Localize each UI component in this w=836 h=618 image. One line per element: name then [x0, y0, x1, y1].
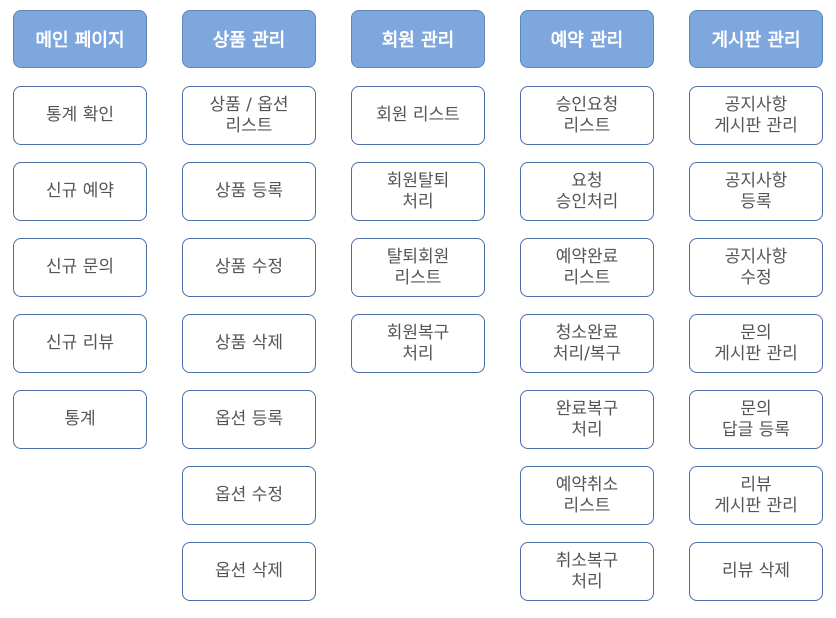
menu-item-new-review[interactable]: 신규 리뷰	[13, 314, 147, 373]
menu-item-option-edit[interactable]: 옵션 수정	[182, 466, 316, 525]
menu-header-boards[interactable]: 게시판 관리	[689, 10, 823, 68]
menu-header-main[interactable]: 메인 페이지	[13, 10, 147, 68]
menu-item-product-delete[interactable]: 상품 삭제	[182, 314, 316, 373]
menu-header-members[interactable]: 회원 관리	[351, 10, 485, 68]
menu-column-boards: 게시판 관리 공지사항 게시판 관리 공지사항 등록 공지사항 수정 문의 게시…	[689, 10, 823, 618]
menu-item-reservation-cancel-list[interactable]: 예약취소 리스트	[520, 466, 654, 525]
menu-item-stats-check[interactable]: 통계 확인	[13, 86, 147, 145]
menu-item-inquiry-board[interactable]: 문의 게시판 관리	[689, 314, 823, 373]
menu-item-review-board[interactable]: 리뷰 게시판 관리	[689, 466, 823, 525]
menu-item-notice-register[interactable]: 공지사항 등록	[689, 162, 823, 221]
menu-item-notice-board[interactable]: 공지사항 게시판 관리	[689, 86, 823, 145]
menu-item-product-register[interactable]: 상품 등록	[182, 162, 316, 221]
menu-column-members: 회원 관리 회원 리스트 회원탈퇴 처리 탈퇴회원 리스트 회원복구 처리	[351, 10, 485, 390]
menu-item-new-reservation[interactable]: 신규 예약	[13, 162, 147, 221]
menu-item-stats[interactable]: 통계	[13, 390, 147, 449]
menu-item-complete-restore[interactable]: 완료복구 처리	[520, 390, 654, 449]
menu-header-reservations[interactable]: 예약 관리	[520, 10, 654, 68]
menu-column-main: 메인 페이지 통계 확인 신규 예약 신규 문의 신규 리뷰 통계	[13, 10, 147, 466]
menu-item-reservation-complete-list[interactable]: 예약완료 리스트	[520, 238, 654, 297]
menu-item-member-list[interactable]: 회원 리스트	[351, 86, 485, 145]
menu-item-option-register[interactable]: 옵션 등록	[182, 390, 316, 449]
menu-item-withdrawn-list[interactable]: 탈퇴회원 리스트	[351, 238, 485, 297]
menu-item-request-approve[interactable]: 요청 승인처리	[520, 162, 654, 221]
menu-item-approval-request-list[interactable]: 승인요청 리스트	[520, 86, 654, 145]
menu-item-member-restore[interactable]: 회원복구 처리	[351, 314, 485, 373]
menu-item-cleaning-complete[interactable]: 청소완료 처리/복구	[520, 314, 654, 373]
menu-header-products[interactable]: 상품 관리	[182, 10, 316, 68]
menu-item-notice-edit[interactable]: 공지사항 수정	[689, 238, 823, 297]
menu-column-reservations: 예약 관리 승인요청 리스트 요청 승인처리 예약완료 리스트 청소완료 처리/…	[520, 10, 654, 618]
menu-item-option-delete[interactable]: 옵션 삭제	[182, 542, 316, 601]
menu-item-review-delete[interactable]: 리뷰 삭제	[689, 542, 823, 601]
menu-item-new-inquiry[interactable]: 신규 문의	[13, 238, 147, 297]
menu-item-product-edit[interactable]: 상품 수정	[182, 238, 316, 297]
menu-item-member-withdraw[interactable]: 회원탈퇴 처리	[351, 162, 485, 221]
menu-column-products: 상품 관리 상품 / 옵션 리스트 상품 등록 상품 수정 상품 삭제 옵션 등…	[182, 10, 316, 618]
menu-item-product-option-list[interactable]: 상품 / 옵션 리스트	[182, 86, 316, 145]
menu-item-cancel-restore[interactable]: 취소복구 처리	[520, 542, 654, 601]
menu-item-inquiry-reply[interactable]: 문의 답글 등록	[689, 390, 823, 449]
